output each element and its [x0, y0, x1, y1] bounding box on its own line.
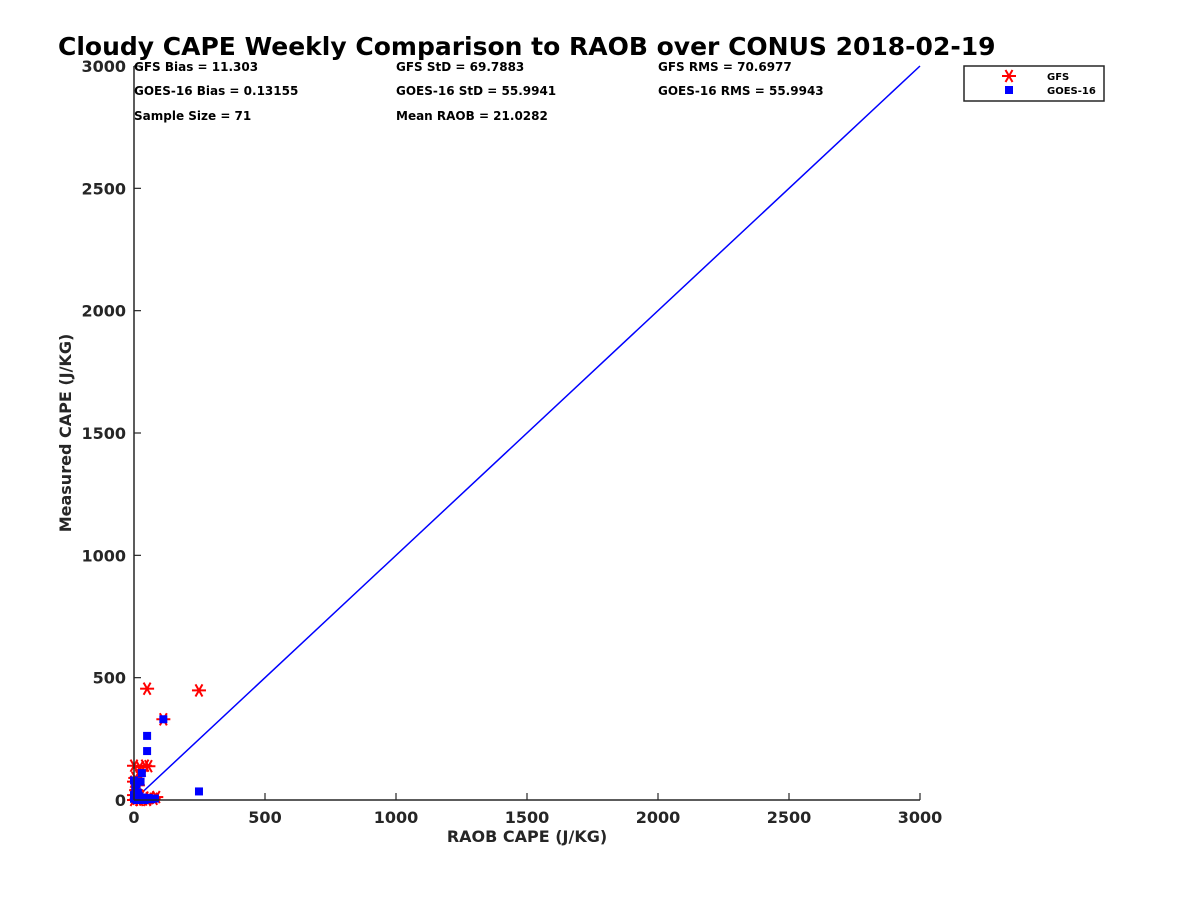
y-tick-label: 500 — [93, 669, 126, 688]
goes16-data-point — [159, 715, 168, 724]
one-to-one-line — [133, 65, 921, 801]
gfs-data-point — [140, 682, 155, 696]
stat-annotation: GOES-16 StD = 55.9941 — [396, 84, 556, 98]
x-tick-label: 1500 — [505, 808, 550, 827]
y-axis-label: Measured CAPE (J/KG) — [56, 334, 75, 533]
legend-asterisk-marker — [1002, 69, 1016, 83]
gfs-data-point — [191, 683, 206, 697]
stat-annotation: GFS Bias = 11.303 — [134, 60, 258, 74]
goes16-data-point — [150, 794, 159, 803]
ticks: 0 500 1000 1500 2000 2500 3000 0 500 1000 1500 2000… — [81, 57, 942, 827]
y-tick-label: 2000 — [81, 302, 126, 321]
stat-annotation: GOES-16 RMS = 55.9943 — [658, 84, 824, 98]
x-tick-label: 2000 — [636, 808, 681, 827]
statistics-annotations: GFS Bias = 11.303 GFS StD = 69.7883 GFS RM… — [134, 60, 824, 123]
y-tick-label: 1500 — [81, 424, 126, 443]
y-tick-label: 1000 — [81, 546, 126, 565]
legend-square-marker — [1005, 86, 1013, 94]
x-tick-label: 3000 — [898, 808, 943, 827]
goes16-data-point — [143, 747, 152, 756]
reference-line-layer — [133, 65, 921, 801]
stat-annotation: Sample Size = 71 — [134, 109, 251, 123]
goes16-data-point — [137, 769, 146, 778]
goes16-data-point — [131, 783, 140, 792]
stat-annotation: GFS RMS = 70.6977 — [658, 60, 792, 74]
legend-entry-label: GOES-16 — [1047, 86, 1096, 97]
x-tick-label: 0 — [128, 808, 139, 827]
legend-box — [963, 65, 1105, 102]
x-tick-label: 500 — [248, 808, 281, 827]
x-axis-label: RAOB CAPE (J/KG) — [447, 827, 607, 846]
x-tick-label: 1000 — [374, 808, 419, 827]
legend-entry-label: GFS — [1047, 72, 1069, 83]
goes16-data-point — [143, 731, 152, 740]
y-tick-label: 3000 — [81, 57, 126, 76]
x-tick-label: 2500 — [767, 808, 812, 827]
y-tick-label: 2500 — [81, 179, 126, 198]
stat-annotation: Mean RAOB = 21.0282 — [396, 109, 548, 123]
stat-annotation: GOES-16 Bias = 0.13155 — [134, 84, 298, 98]
chart-title: Cloudy CAPE Weekly Comparison to RAOB ov… — [58, 32, 996, 61]
y-tick-label: 0 — [115, 791, 126, 810]
legend: GFS GOES-16 — [963, 65, 1105, 102]
stat-annotation: GFS StD = 69.7883 — [396, 60, 524, 74]
goes16-data-point — [136, 777, 145, 786]
goes16-data-point — [194, 787, 203, 796]
